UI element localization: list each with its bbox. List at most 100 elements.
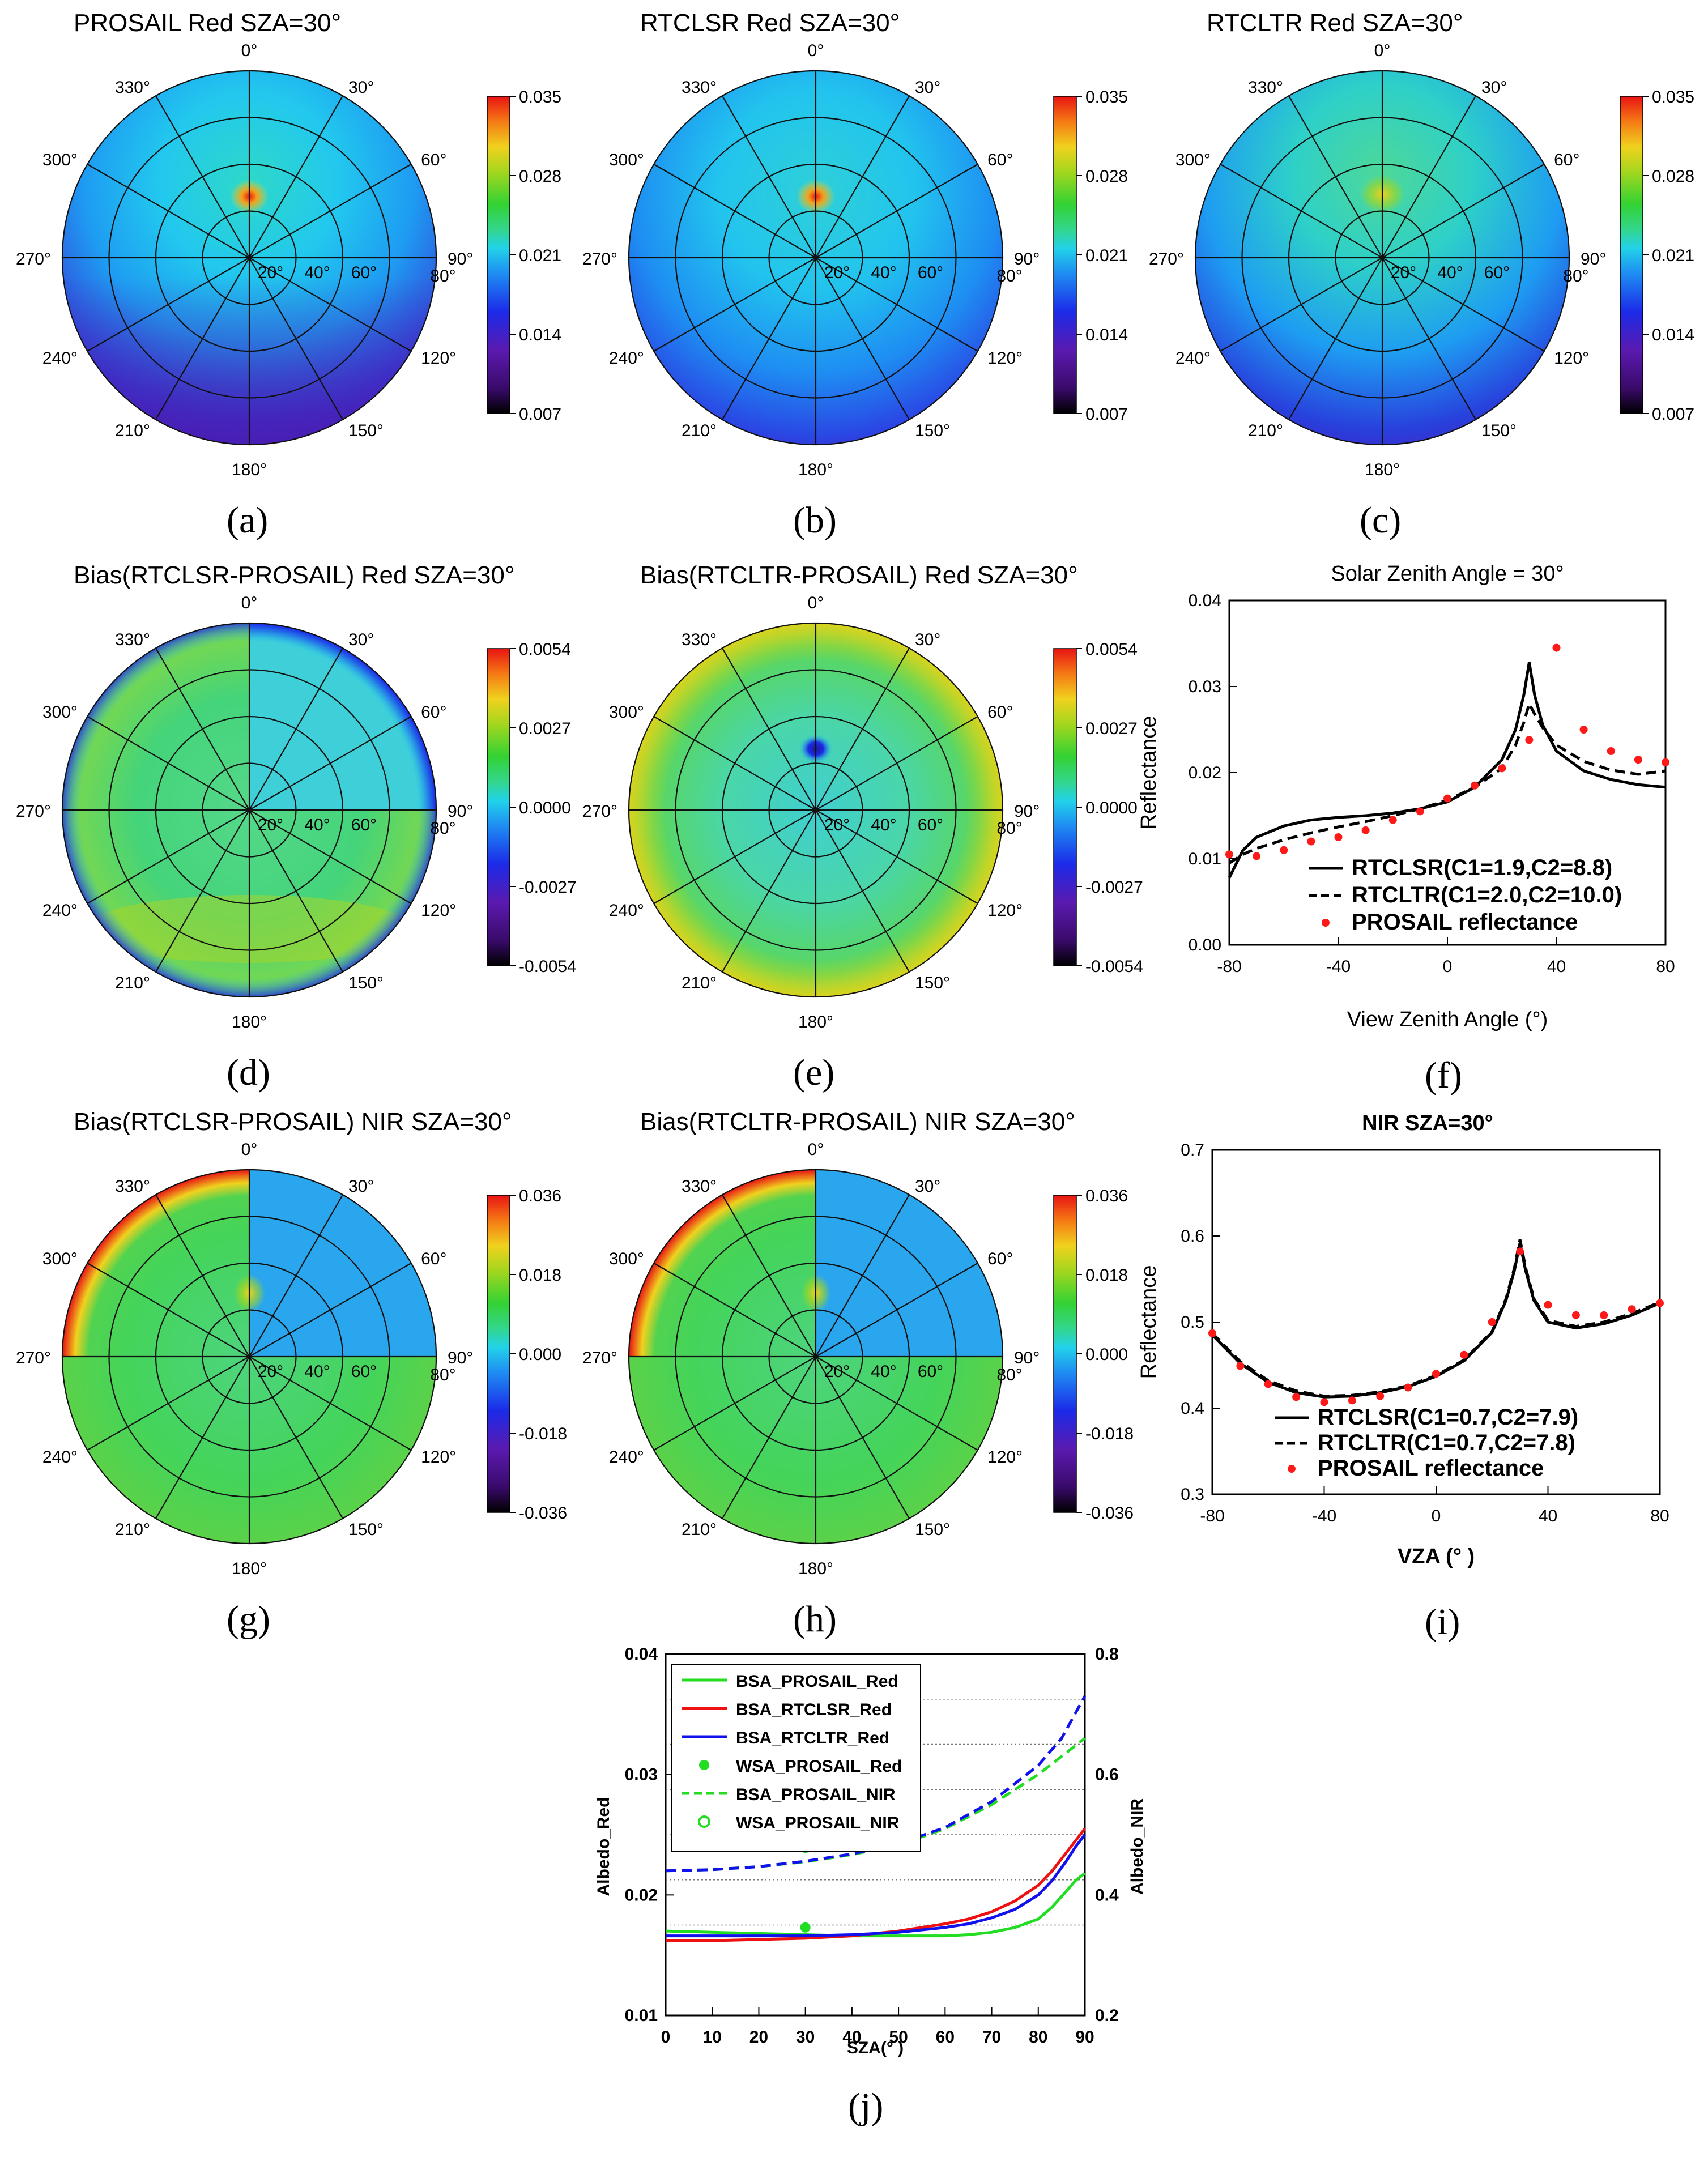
azimuth-label: 300° <box>1175 151 1211 169</box>
grid-spoke <box>155 809 250 973</box>
colorbar-label: -0.018 <box>519 1425 567 1443</box>
x-tick-label: 80 <box>1656 957 1675 976</box>
grid-spoke <box>249 1263 412 1357</box>
x-tick-label: 90 <box>1075 2028 1094 2047</box>
data-point <box>1525 736 1534 744</box>
azimuth-label: 240° <box>1175 349 1211 368</box>
polar-grid <box>1194 70 1570 446</box>
colorbar: 0.035 0.028 0.021 0.014 0.007 <box>1620 88 1694 424</box>
data-point <box>1656 1299 1664 1307</box>
panel-title: PROSAIL Red SZA=30° <box>74 9 341 37</box>
colorbar-ramp <box>1620 96 1643 414</box>
azimuth-label: 0° <box>808 1140 824 1159</box>
grid-spoke <box>155 647 250 811</box>
x-tick-label: 20 <box>749 2028 768 2047</box>
azimuth-label: 0° <box>241 1140 258 1159</box>
data-point <box>1498 764 1506 773</box>
legend-swatch <box>699 1760 709 1770</box>
grid-spoke <box>815 1356 910 1519</box>
colorbar-label: 0.014 <box>1652 326 1694 344</box>
panel-caption: (a) <box>227 500 268 541</box>
panel-caption: (e) <box>793 1052 834 1093</box>
colorbar-label: 0.021 <box>1652 246 1694 265</box>
grid-spoke <box>653 164 816 258</box>
colorbar-label: 0.014 <box>519 326 561 344</box>
grid-spoke <box>155 1356 250 1519</box>
colorbar: 0.036 0.018 0.000 -0.018 -0.036 <box>487 1187 567 1523</box>
polar-labels: 0° 30° 60° 90° 120° 150° 180° 210° 240° 270° 300° 3… <box>582 41 1040 479</box>
ring-label: 80° <box>430 1366 455 1384</box>
grid-spoke <box>249 809 412 904</box>
y-tick-label: 0.04 <box>625 1645 658 1664</box>
azimuth-label: 180° <box>232 1559 267 1578</box>
data-point <box>1552 643 1561 652</box>
grid-spoke <box>722 1356 816 1519</box>
data-point <box>1471 781 1479 790</box>
azimuth-label: 240° <box>609 349 644 368</box>
ring-label: 40° <box>304 816 330 834</box>
grid-spoke <box>155 1194 250 1357</box>
ring-label: 20° <box>258 816 283 834</box>
ring-label: 60° <box>351 816 377 834</box>
grid-spoke <box>1382 164 1545 258</box>
grid-spoke <box>722 1194 816 1357</box>
series-line <box>1228 700 1666 864</box>
ring-label: 40° <box>871 263 896 282</box>
panel-title: Bias(RTCLTR-PROSAIL) Red SZA=30° <box>640 561 1078 589</box>
y-axis-label: Reflectance <box>1137 716 1161 830</box>
grid-spoke <box>249 647 343 811</box>
polar-grid <box>628 1169 1004 1545</box>
grid-spoke <box>722 647 816 811</box>
azimuth-label: 270° <box>1149 250 1184 268</box>
y2-tick-label: 0.4 <box>1095 1886 1119 1904</box>
azimuth-label: 300° <box>609 703 644 722</box>
azimuth-label: 120° <box>987 901 1023 920</box>
data-point <box>1320 1398 1328 1406</box>
azimuth-label: 330° <box>1248 78 1283 97</box>
data-point <box>1225 850 1233 859</box>
data-point <box>1634 756 1642 764</box>
azimuth-label: 90° <box>1014 802 1040 821</box>
azimuth-label: 30° <box>915 630 940 649</box>
x-axis-label: SZA(° ) <box>847 2039 904 2057</box>
data-point <box>1404 1383 1412 1392</box>
ring-label: 40° <box>871 816 896 834</box>
grid-spoke <box>653 257 816 352</box>
ring-label: 80° <box>1563 267 1588 285</box>
series-line <box>1211 1239 1660 1398</box>
azimuth-label: 270° <box>16 250 51 268</box>
azimuth-label: 60° <box>1554 151 1579 169</box>
panel-caption: (d) <box>227 1052 270 1093</box>
data-point <box>1544 1301 1552 1309</box>
polar-panel-e: Bias(RTCLTR-PROSAIL) Red SZA=30° 0° 30° 60… <box>582 561 1143 1093</box>
x-tick-label: -40 <box>1312 1507 1336 1525</box>
legend-label: BSA_RTCLSR_Red <box>736 1700 892 1719</box>
colorbar-ramp <box>487 648 510 966</box>
y2-tick-label: 0.2 <box>1095 2006 1119 2025</box>
colorbar: 0.0054 0.0027 0.0000 -0.0027 -0.0054 <box>1053 640 1143 976</box>
polar-panel-c: RTCLTR Red SZA=30° 0° 30° 60° 90° 120° 150° 18… <box>1149 9 1694 541</box>
y2-axis-label: Albedo_NIR <box>1128 1798 1147 1895</box>
colorbar-label: 0.035 <box>1652 88 1694 106</box>
polar-labels: 0° 30° 60° 90° 120° 150° 180° 210° 240° 270° 300° 3… <box>16 1140 473 1578</box>
data-point <box>1208 1329 1216 1337</box>
legend-label: RTCLTR(C1=0.7,C2=7.8) <box>1318 1430 1575 1455</box>
grid-spoke <box>87 164 250 258</box>
azimuth-label: 60° <box>987 151 1013 169</box>
series-line <box>666 1827 1086 1942</box>
grid-spoke <box>815 257 910 420</box>
azimuth-label: 60° <box>421 703 446 722</box>
grid-spoke <box>722 257 816 420</box>
y-tick-label: 0.03 <box>1189 677 1221 696</box>
ring-label: 80° <box>430 267 455 285</box>
ring-label: 80° <box>996 267 1022 285</box>
x-tick-label: 60 <box>936 2028 955 2047</box>
data-point <box>1662 758 1669 766</box>
x-axis-label: VZA (° ) <box>1398 1545 1475 1568</box>
colorbar-label: 0.0054 <box>519 640 571 659</box>
polar-labels: 0° 30° 60° 90° 120° 150° 180° 210° 240° 270° 300° 3… <box>1149 41 1606 479</box>
legend-swatch <box>1322 919 1330 927</box>
panel-caption: (h) <box>793 1598 837 1640</box>
azimuth-label: 330° <box>115 78 150 97</box>
